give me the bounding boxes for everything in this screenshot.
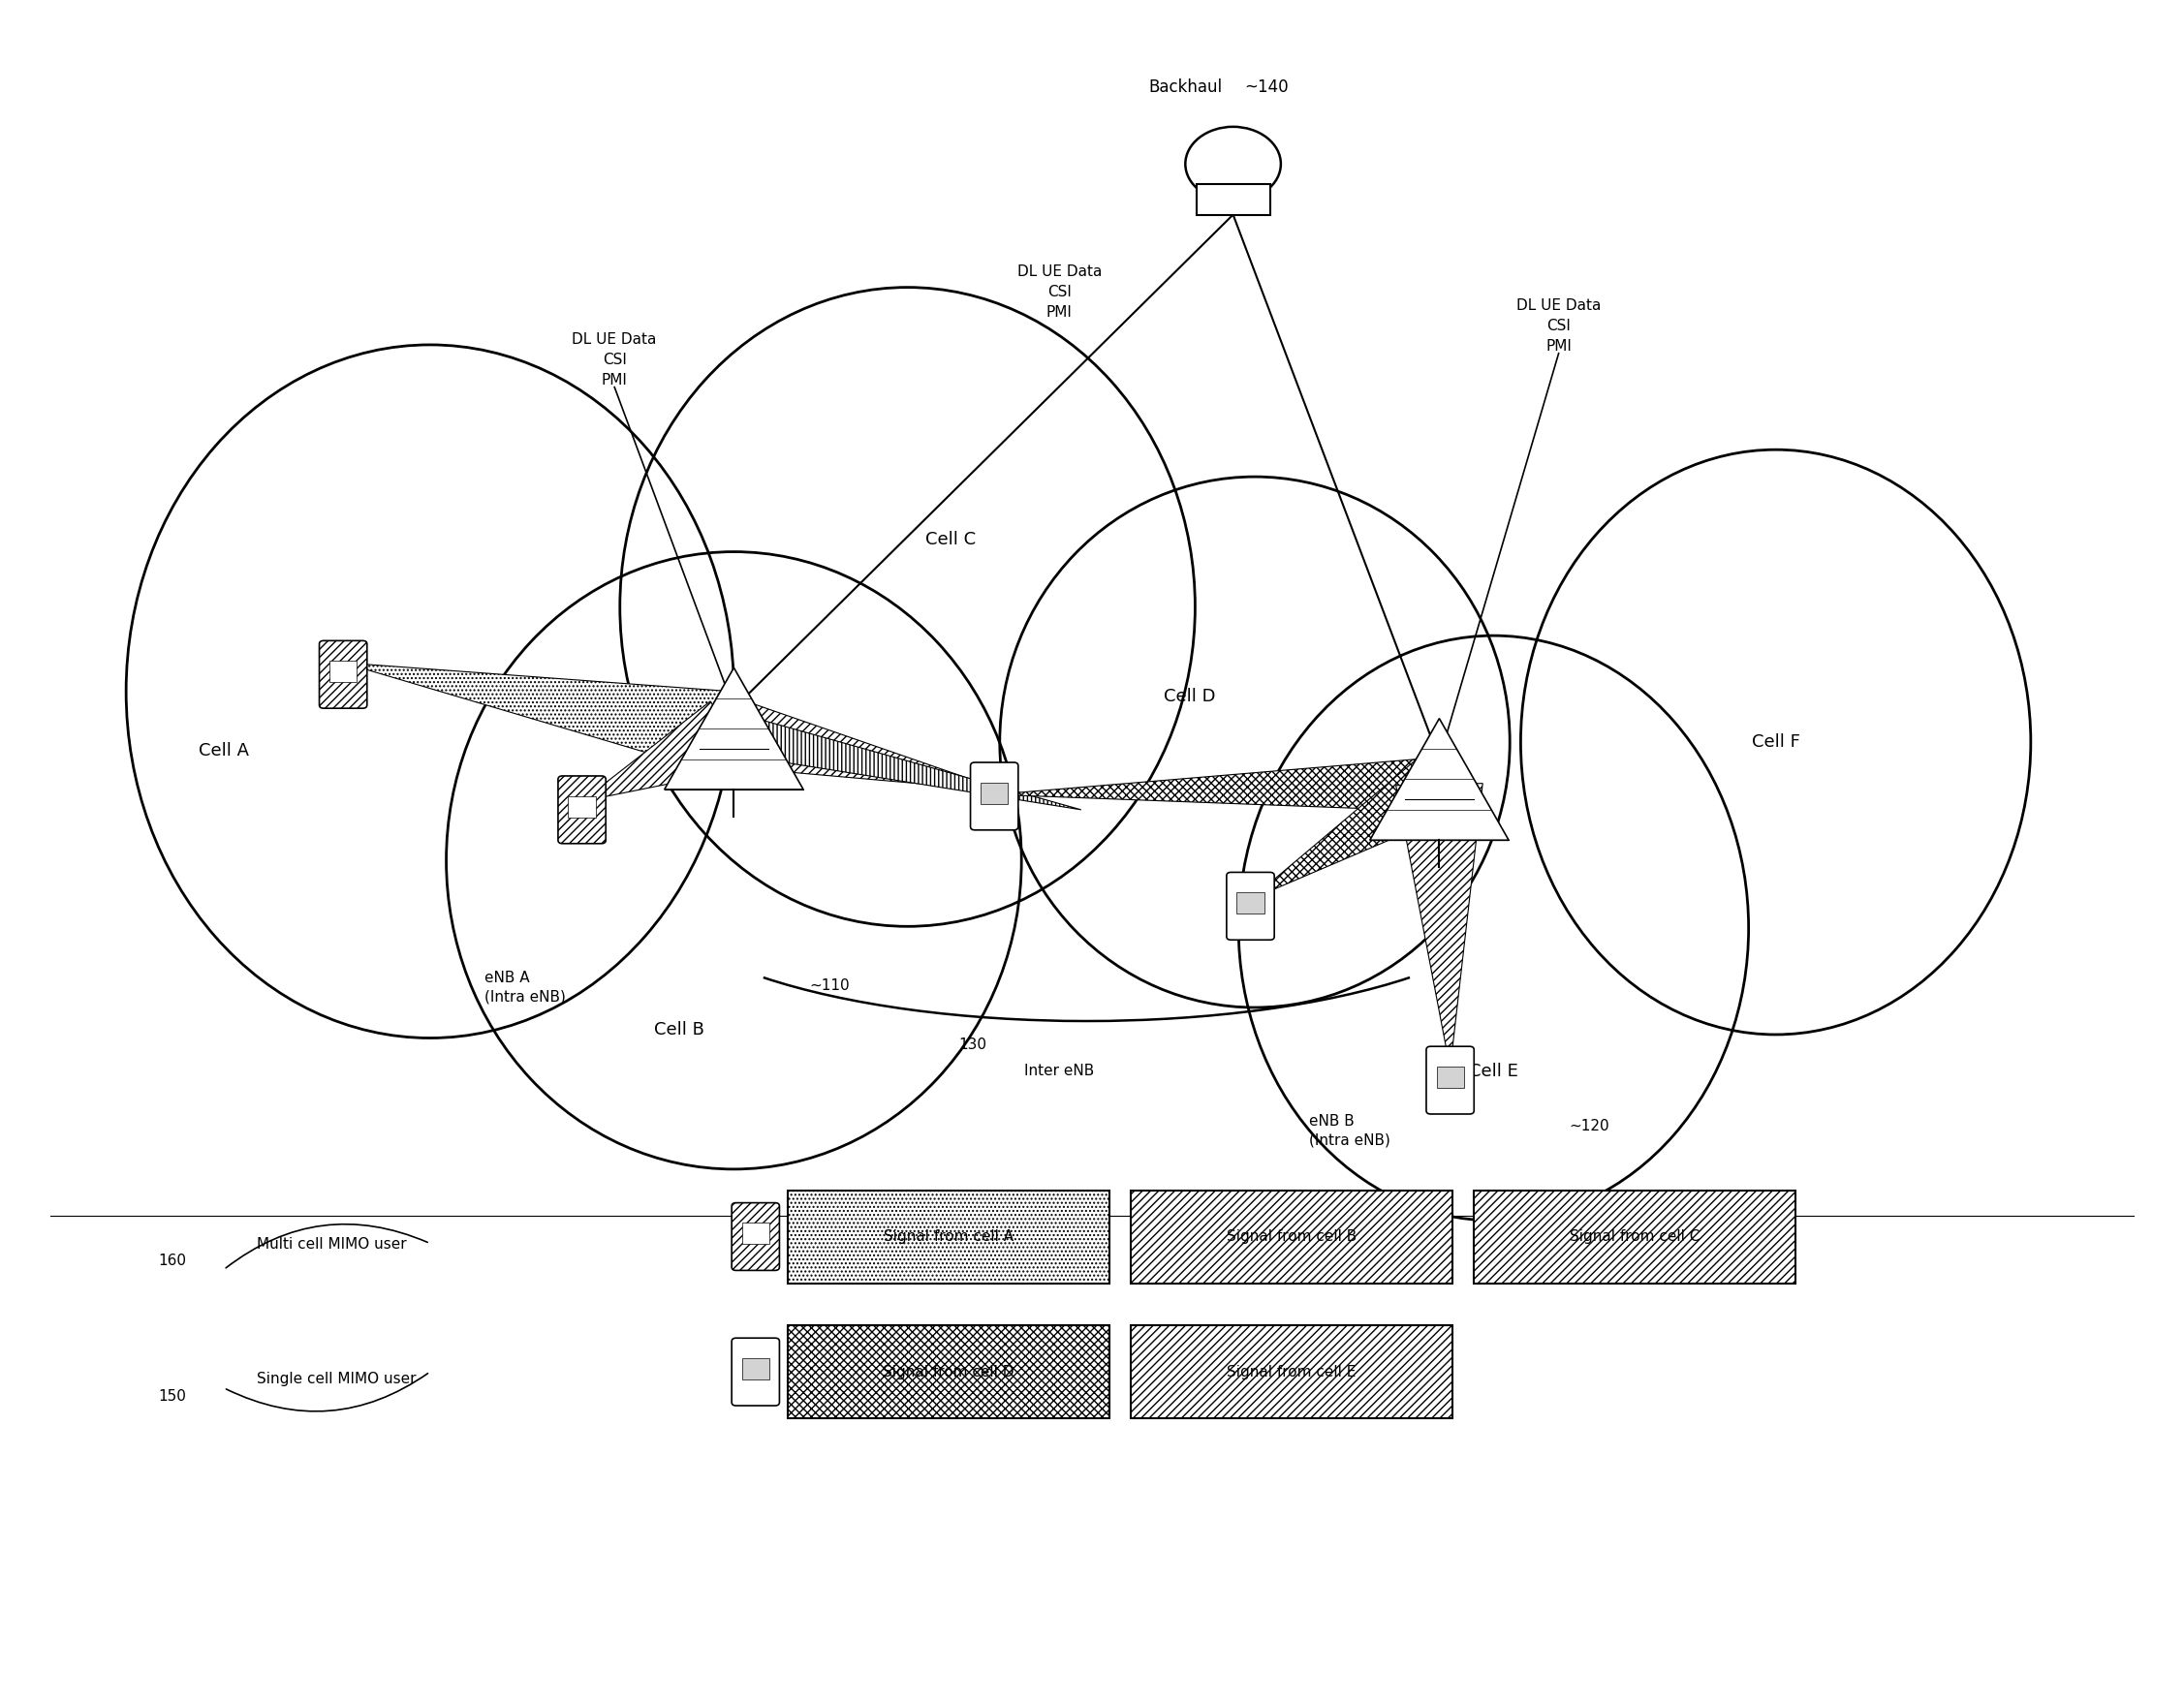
Bar <box>743 1358 769 1380</box>
Polygon shape <box>343 663 747 775</box>
Text: Cell F: Cell F <box>1752 733 1800 751</box>
Text: DL UE Data
CSI
PMI: DL UE Data CSI PMI <box>572 332 657 387</box>
Text: Inter eNB: Inter eNB <box>1024 1063 1094 1079</box>
Polygon shape <box>664 668 804 789</box>
Text: ~120: ~120 <box>1570 1120 1610 1133</box>
Text: ~140: ~140 <box>1245 78 1289 97</box>
FancyBboxPatch shape <box>1426 1046 1474 1114</box>
FancyBboxPatch shape <box>559 775 605 843</box>
FancyBboxPatch shape <box>319 641 367 709</box>
Text: 150: 150 <box>159 1389 186 1404</box>
Bar <box>568 796 596 818</box>
Bar <box>1197 184 1269 215</box>
Bar <box>1131 1326 1452 1418</box>
Text: Cell B: Cell B <box>655 1021 705 1038</box>
Bar <box>743 1223 769 1244</box>
Text: eNB A
(Intra eNB): eNB A (Intra eNB) <box>485 970 566 1004</box>
Text: eNB B
(Intra eNB): eNB B (Intra eNB) <box>1308 1114 1391 1148</box>
Text: 130: 130 <box>959 1038 987 1053</box>
FancyBboxPatch shape <box>1227 872 1273 941</box>
Text: Signal from cell D: Signal from cell D <box>882 1365 1013 1379</box>
Bar <box>1131 1189 1452 1283</box>
Bar <box>788 1326 1109 1418</box>
Polygon shape <box>1251 760 1463 900</box>
Bar <box>330 661 356 682</box>
FancyBboxPatch shape <box>732 1338 780 1406</box>
Text: Cell E: Cell E <box>1470 1063 1518 1080</box>
Polygon shape <box>1369 719 1509 840</box>
Text: Signal from cell C: Signal from cell C <box>1570 1229 1699 1244</box>
Bar <box>981 782 1009 804</box>
Text: 160: 160 <box>159 1254 188 1268</box>
Bar <box>1474 1189 1795 1283</box>
Text: ~110: ~110 <box>810 978 850 993</box>
Bar <box>1236 893 1265 913</box>
FancyBboxPatch shape <box>970 762 1018 830</box>
Text: Backhaul: Backhaul <box>1149 78 1223 97</box>
Text: Signal from cell E: Signal from cell E <box>1227 1365 1356 1379</box>
Polygon shape <box>723 700 1005 791</box>
FancyBboxPatch shape <box>732 1203 780 1271</box>
Polygon shape <box>1396 784 1483 1068</box>
Text: Signal from cell A: Signal from cell A <box>885 1229 1013 1244</box>
Bar <box>788 1189 1109 1283</box>
Circle shape <box>1186 126 1280 201</box>
Polygon shape <box>727 714 1081 809</box>
Text: Cell D: Cell D <box>1164 688 1216 705</box>
Text: Cell C: Cell C <box>926 530 976 549</box>
Text: DL UE Data
CSI
PMI: DL UE Data CSI PMI <box>1516 298 1601 353</box>
Text: Cell A: Cell A <box>199 741 249 760</box>
Text: DL UE Data
CSI
PMI: DL UE Data CSI PMI <box>1018 264 1101 319</box>
Polygon shape <box>581 702 758 801</box>
Bar <box>1437 1067 1463 1087</box>
Text: Multi cell MIMO user: Multi cell MIMO user <box>256 1237 406 1251</box>
Polygon shape <box>994 757 1439 811</box>
Text: Single cell MIMO user: Single cell MIMO user <box>256 1372 415 1387</box>
Text: Signal from cell B: Signal from cell B <box>1227 1229 1356 1244</box>
